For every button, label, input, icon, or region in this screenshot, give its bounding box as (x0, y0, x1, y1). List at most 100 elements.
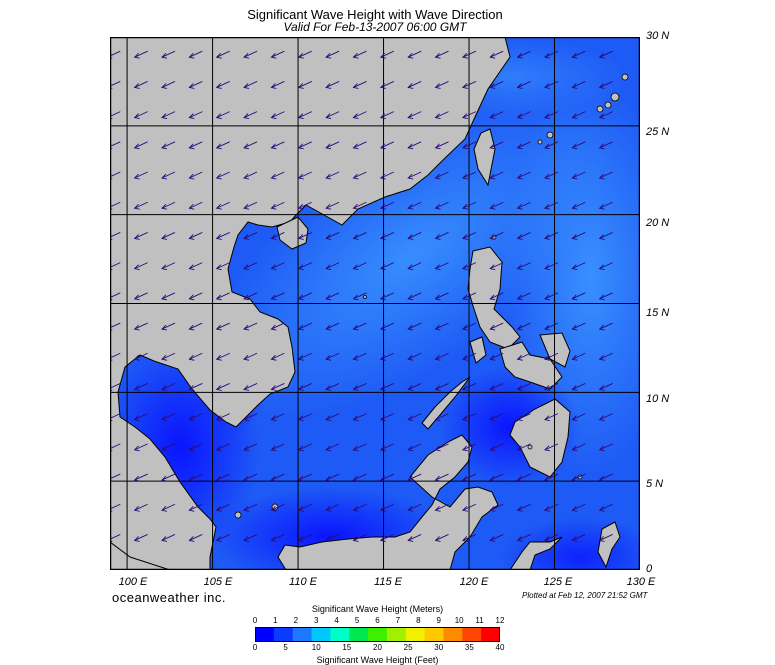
wave-arrow (270, 534, 285, 542)
wave-arrow (161, 473, 176, 482)
wave-arrow (434, 171, 449, 180)
wave-arrow (407, 413, 422, 422)
wave-arrow (544, 171, 559, 180)
wave-arrow (461, 443, 477, 452)
wave-arrow (598, 534, 613, 542)
wave-arrow (352, 534, 367, 542)
lon-label-125e: 125 E (543, 576, 573, 588)
brand-logo-text: oceanweather inc. (112, 590, 227, 605)
colorbar-swatch (386, 627, 407, 642)
wave-arrow (407, 171, 422, 180)
wave-arrow (434, 503, 449, 512)
wave-arrow (571, 383, 586, 391)
wave-arrow (161, 413, 176, 422)
colorbar-meters-tick: 2 (293, 616, 299, 625)
wave-arrow (544, 352, 559, 361)
wave-arrow (215, 81, 230, 89)
land-halmahera (597, 521, 621, 569)
wave-arrow (133, 171, 148, 180)
colorbar-meters-tick: 11 (475, 616, 484, 625)
lat-label-30n: 30 N (646, 30, 670, 42)
wave-arrow (270, 443, 285, 452)
colorbar-swatch (405, 627, 426, 642)
wave-arrow (598, 292, 613, 301)
wave-arrow (544, 322, 559, 331)
wave-arrow (379, 383, 394, 391)
land-sumatra (110, 541, 171, 570)
wave-arrow (434, 413, 449, 422)
wave-arrow (270, 292, 285, 301)
wave-arrow (489, 443, 504, 452)
wave-arrow (407, 322, 422, 331)
wave-arrow (516, 50, 531, 59)
wave-arrow (434, 383, 449, 391)
wave-arrow (598, 503, 613, 512)
wave-arrow (188, 352, 203, 361)
wave-arrow (215, 503, 230, 512)
wave-arrow (379, 352, 394, 361)
wave-arrow (325, 322, 340, 331)
wave-arrow (461, 473, 477, 482)
wave-arrow (325, 111, 340, 120)
wave-arrow (407, 50, 422, 59)
colorbar-feet-tick: 10 (311, 643, 321, 652)
wave-arrow (379, 141, 394, 150)
wave-arrow (270, 352, 285, 361)
wave-arrow (598, 201, 613, 210)
wave-arrow (188, 111, 203, 120)
wave-arrow (188, 171, 203, 180)
wave-arrow (434, 443, 449, 452)
wave-arrow (188, 322, 203, 331)
wave-arrow (571, 322, 586, 331)
wave-arrow (461, 141, 477, 150)
wave-arrow (161, 503, 176, 512)
wave-arrow (215, 171, 230, 180)
colorbar (255, 627, 500, 642)
wave-arrow (571, 141, 586, 150)
wave-arrow (379, 50, 394, 59)
colorbar-swatch (255, 627, 275, 642)
wave-arrow (407, 473, 422, 482)
wave-arrow (188, 503, 203, 512)
colorbar-swatch (424, 627, 444, 642)
wave-arrow (161, 111, 176, 120)
wave-arrow (434, 111, 449, 120)
colorbar-meters-title: Significant Wave Height (Meters) (311, 604, 444, 614)
colorbar-meters-tick: 4 (334, 616, 339, 625)
wave-arrow (161, 322, 176, 331)
colorbar-swatch (311, 627, 331, 642)
wave-arrow (161, 201, 176, 210)
wave-arrow (407, 292, 422, 301)
wave-arrow (571, 352, 586, 361)
wave-arrow (297, 443, 312, 452)
colorbar-meters-tick: 0 (252, 616, 258, 625)
lon-label-120e: 120 E (459, 576, 489, 588)
wave-arrow (489, 50, 504, 59)
wave-arrow (325, 171, 340, 180)
wave-arrow (133, 534, 148, 542)
wave-arrow (133, 322, 148, 331)
wave-arrow (489, 473, 504, 482)
wave-arrow (598, 383, 613, 391)
wave-arrow (544, 111, 559, 120)
wave-arrow (516, 262, 531, 271)
wave-arrow (325, 201, 340, 210)
wave-arrow (215, 413, 230, 422)
wave-arrow (161, 50, 176, 59)
wave-arrow (516, 171, 531, 180)
wave-arrow (544, 50, 559, 59)
wave-arrow (489, 111, 504, 120)
wave-arrow (325, 383, 340, 391)
wave-arrow (407, 352, 422, 361)
wave-arrow (297, 81, 312, 89)
wave-arrow (544, 473, 559, 482)
wave-arrow (489, 534, 504, 542)
wave-arrow (598, 413, 613, 422)
wave-arrow (325, 534, 340, 542)
wave-arrow (325, 141, 340, 150)
lon-label-100e: 100 E (118, 576, 148, 588)
wave-arrow (516, 232, 531, 240)
wave-arrow (489, 292, 504, 301)
lon-label-115e: 115 E (374, 576, 402, 588)
wave-arrow (598, 232, 613, 240)
